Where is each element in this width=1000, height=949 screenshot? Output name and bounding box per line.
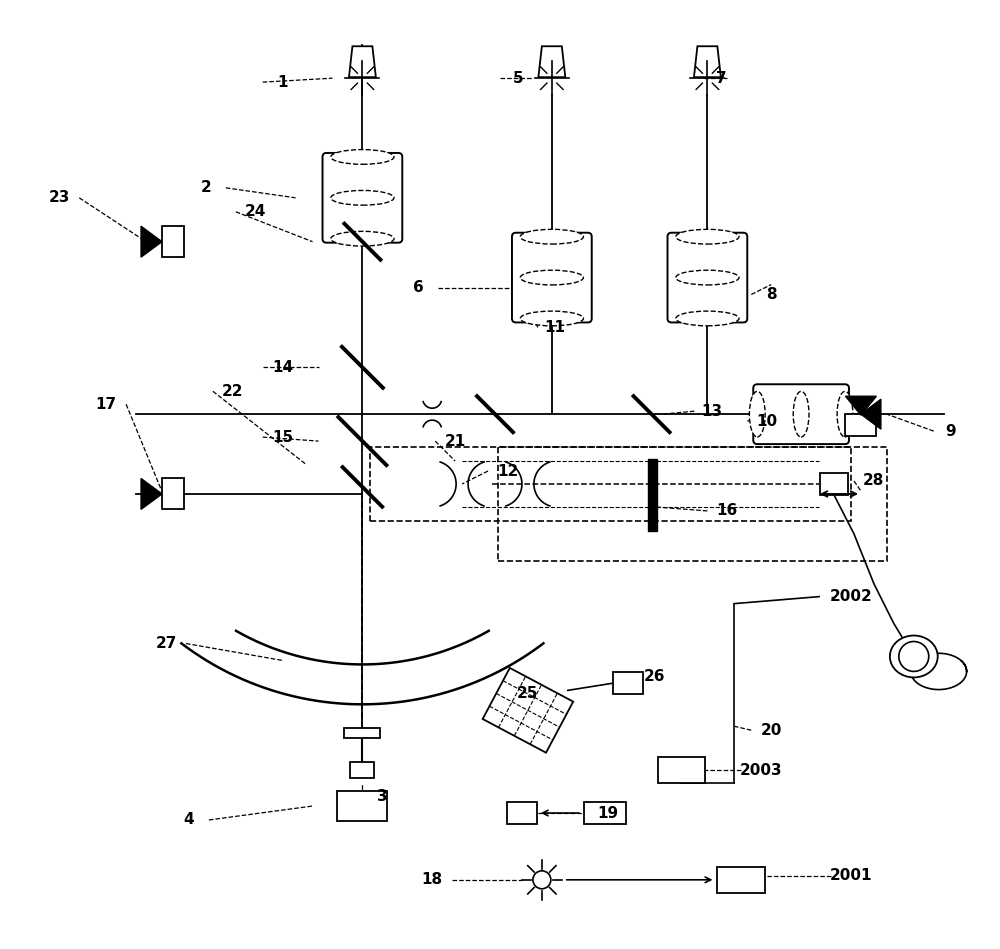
Ellipse shape	[793, 391, 809, 437]
Bar	[613, 673, 643, 695]
Polygon shape	[845, 397, 876, 415]
Ellipse shape	[331, 191, 394, 205]
Text: 9: 9	[945, 423, 956, 438]
Text: 18: 18	[422, 872, 443, 887]
Text: 26: 26	[644, 669, 665, 684]
Polygon shape	[349, 47, 376, 77]
Text: 2003: 2003	[740, 763, 783, 777]
FancyBboxPatch shape	[512, 233, 592, 323]
Text: 20: 20	[761, 723, 782, 737]
Text: 7: 7	[716, 70, 727, 85]
Bar	[337, 791, 387, 821]
Text: 8: 8	[766, 287, 777, 302]
Bar	[162, 478, 184, 510]
Ellipse shape	[749, 391, 765, 437]
Text: 2002: 2002	[830, 589, 872, 605]
Bar	[658, 757, 705, 783]
Bar	[717, 866, 765, 893]
Text: 27: 27	[155, 636, 177, 651]
Text: 28: 28	[863, 474, 885, 489]
Polygon shape	[538, 47, 565, 77]
Text: 5: 5	[513, 70, 523, 85]
Bar	[344, 728, 380, 738]
Text: 24: 24	[245, 204, 266, 219]
Text: 14: 14	[272, 360, 293, 375]
Ellipse shape	[676, 270, 739, 285]
Ellipse shape	[890, 636, 938, 678]
Bar	[350, 762, 374, 778]
Bar	[162, 226, 184, 257]
Text: 10: 10	[757, 414, 778, 429]
Bar	[820, 473, 848, 495]
Text: 12: 12	[497, 463, 519, 478]
Ellipse shape	[520, 311, 583, 326]
Text: 13: 13	[701, 403, 722, 419]
Bar	[498, 447, 887, 561]
Bar	[370, 447, 851, 521]
Bar	[507, 802, 537, 824]
Polygon shape	[861, 400, 881, 429]
Polygon shape	[694, 47, 721, 77]
Text: 23: 23	[49, 191, 70, 205]
Text: 2: 2	[200, 180, 211, 195]
Text: 11: 11	[544, 320, 565, 335]
FancyBboxPatch shape	[323, 153, 402, 243]
Text: 3: 3	[377, 789, 388, 804]
FancyBboxPatch shape	[668, 233, 747, 323]
Text: 2001: 2001	[830, 868, 872, 884]
Ellipse shape	[676, 311, 739, 326]
Polygon shape	[141, 478, 162, 510]
Ellipse shape	[331, 232, 394, 246]
FancyBboxPatch shape	[753, 384, 849, 444]
Text: 17: 17	[96, 397, 117, 412]
Text: 1: 1	[277, 75, 288, 89]
Bar	[584, 802, 626, 824]
Bar	[845, 414, 876, 437]
Text: 21: 21	[445, 434, 466, 449]
Ellipse shape	[837, 391, 853, 437]
Text: 4: 4	[184, 812, 194, 828]
Polygon shape	[141, 226, 162, 257]
Text: 25: 25	[517, 686, 539, 701]
Ellipse shape	[331, 150, 394, 164]
Text: 22: 22	[222, 383, 244, 399]
Ellipse shape	[676, 230, 739, 244]
Bar	[648, 459, 657, 530]
Ellipse shape	[520, 230, 583, 244]
Text: 15: 15	[272, 430, 293, 445]
Ellipse shape	[520, 270, 583, 285]
Text: 16: 16	[717, 503, 738, 518]
Polygon shape	[483, 668, 573, 753]
Text: 6: 6	[413, 280, 424, 295]
Text: 19: 19	[597, 806, 618, 821]
